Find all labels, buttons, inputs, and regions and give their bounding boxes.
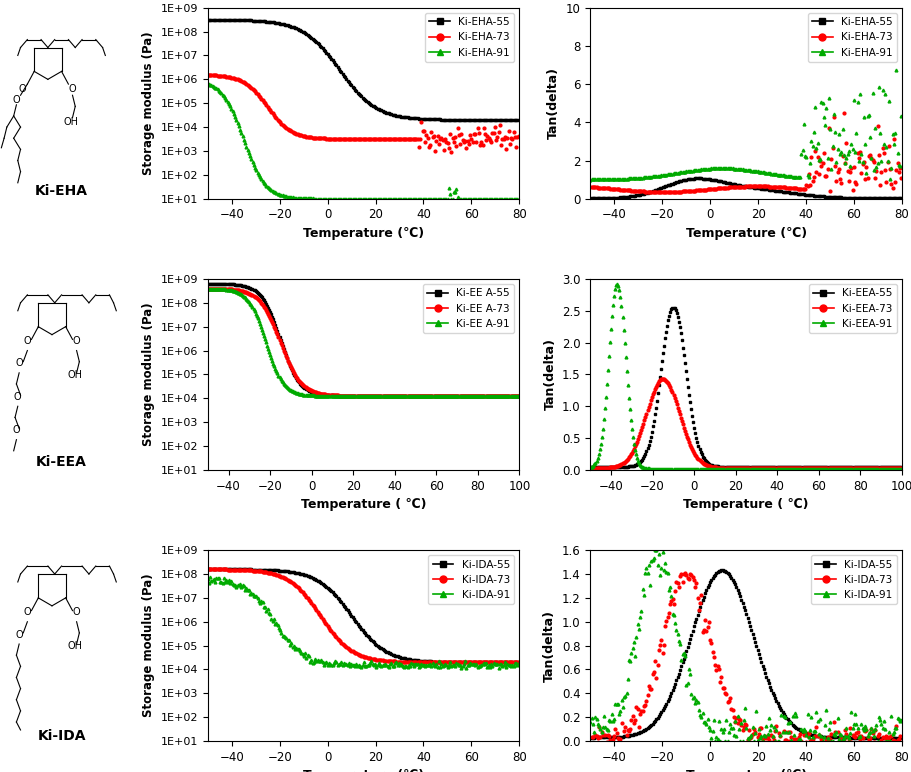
X-axis label: Temperature (℃): Temperature (℃) (303, 770, 425, 772)
Y-axis label: Storage modulus (Pa): Storage modulus (Pa) (142, 303, 155, 446)
Text: OH: OH (67, 641, 83, 651)
Text: Ki-EEA: Ki-EEA (36, 455, 87, 469)
Text: O: O (15, 358, 23, 368)
Text: O: O (15, 630, 23, 640)
Text: O: O (24, 336, 31, 346)
X-axis label: Temperature (℃): Temperature (℃) (685, 770, 806, 772)
Legend: Ki-EE A-55, Ki-EE A-73, Ki-EE A-91: Ki-EE A-55, Ki-EE A-73, Ki-EE A-91 (423, 284, 514, 333)
Text: O: O (73, 336, 80, 346)
Text: O: O (13, 95, 20, 105)
Text: Ki-EHA: Ki-EHA (35, 184, 88, 198)
Legend: Ki-EHA-55, Ki-EHA-73, Ki-EHA-91: Ki-EHA-55, Ki-EHA-73, Ki-EHA-91 (807, 13, 896, 62)
Text: OH: OH (64, 117, 78, 127)
Y-axis label: Tan(delta): Tan(delta) (543, 338, 557, 411)
Y-axis label: Tan(delta): Tan(delta) (548, 67, 560, 139)
Text: O: O (13, 425, 20, 435)
Legend: Ki-IDA-55, Ki-IDA-73, Ki-IDA-91: Ki-IDA-55, Ki-IDA-73, Ki-IDA-91 (428, 555, 514, 604)
Y-axis label: Storage modulus (Pa): Storage modulus (Pa) (142, 574, 155, 717)
Text: O: O (14, 392, 22, 402)
Text: O: O (73, 608, 80, 618)
Text: O: O (24, 608, 31, 618)
Y-axis label: Storage modulus (Pa): Storage modulus (Pa) (142, 32, 155, 175)
X-axis label: Temperature (℃): Temperature (℃) (685, 227, 806, 240)
Legend: Ki-EHA-55, Ki-EHA-73, Ki-EHA-91: Ki-EHA-55, Ki-EHA-73, Ki-EHA-91 (425, 13, 514, 62)
Text: O: O (18, 84, 26, 94)
Legend: Ki-EEA-55, Ki-EEA-73, Ki-EEA-91: Ki-EEA-55, Ki-EEA-73, Ki-EEA-91 (809, 284, 896, 333)
X-axis label: Temperature ( ℃): Temperature ( ℃) (301, 498, 426, 511)
X-axis label: Temperature (℃): Temperature (℃) (303, 227, 425, 240)
Text: O: O (68, 84, 77, 94)
Legend: Ki-IDA-55, Ki-IDA-73, Ki-IDA-91: Ki-IDA-55, Ki-IDA-73, Ki-IDA-91 (811, 555, 896, 604)
Text: Ki-IDA: Ki-IDA (37, 730, 86, 743)
Text: OH: OH (67, 370, 83, 380)
X-axis label: Temperature ( ℃): Temperature ( ℃) (683, 498, 809, 511)
Y-axis label: Tan(delta): Tan(delta) (543, 610, 557, 682)
